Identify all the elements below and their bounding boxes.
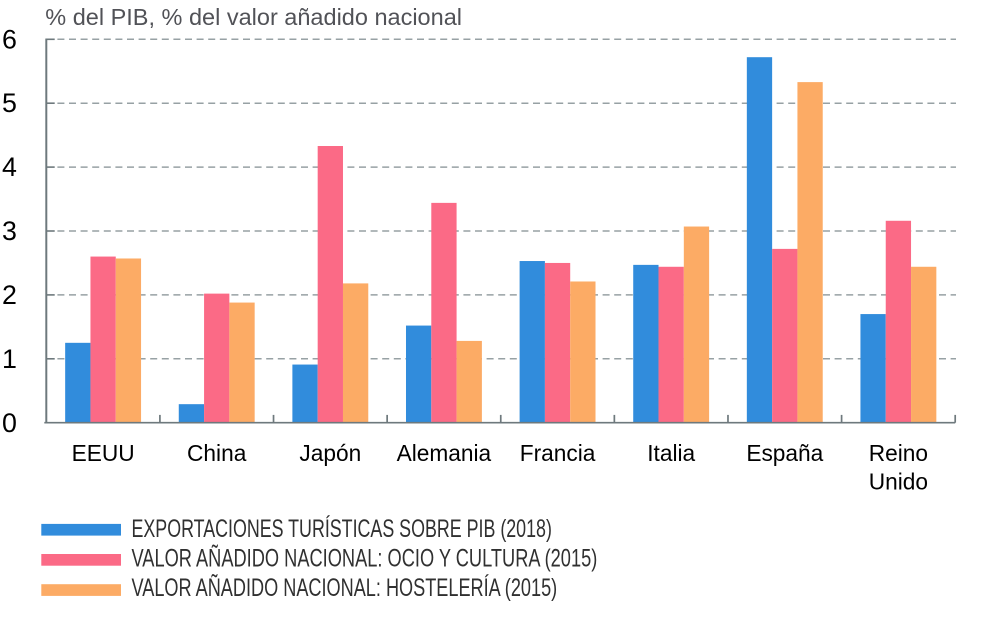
svg-text:Francia: Francia <box>520 440 596 466</box>
svg-text:EXPORTACIONES TURÍSTICAS SOBRE: EXPORTACIONES TURÍSTICAS SOBRE PIB (2018… <box>132 516 552 543</box>
svg-text:2: 2 <box>2 280 17 310</box>
svg-text:España: España <box>746 440 823 466</box>
svg-text:3: 3 <box>2 216 17 246</box>
svg-text:EEUU: EEUU <box>72 440 135 466</box>
svg-text:5: 5 <box>2 88 17 118</box>
svg-text:6: 6 <box>2 24 17 54</box>
svg-text:0: 0 <box>2 408 17 438</box>
svg-text:Alemania: Alemania <box>397 440 492 466</box>
svg-text:Japón: Japón <box>299 440 361 466</box>
svg-text:1: 1 <box>2 344 17 374</box>
svg-text:% del PIB, % del valor añadido: % del PIB, % del valor añadido nacional <box>45 4 462 30</box>
svg-text:4: 4 <box>2 152 17 182</box>
svg-text:VALOR AÑADIDO NACIONAL: HOSTEL: VALOR AÑADIDO NACIONAL: HOSTELERÍA (2015… <box>132 575 558 602</box>
svg-text:Reino: Reino <box>869 440 928 466</box>
svg-text:VALOR AÑADIDO NACIONAL: OCIO Y: VALOR AÑADIDO NACIONAL: OCIO Y CULTURA (… <box>132 546 598 573</box>
svg-text:China: China <box>187 440 247 466</box>
svg-text:Italia: Italia <box>647 440 695 466</box>
svg-text:Unido: Unido <box>869 468 928 494</box>
